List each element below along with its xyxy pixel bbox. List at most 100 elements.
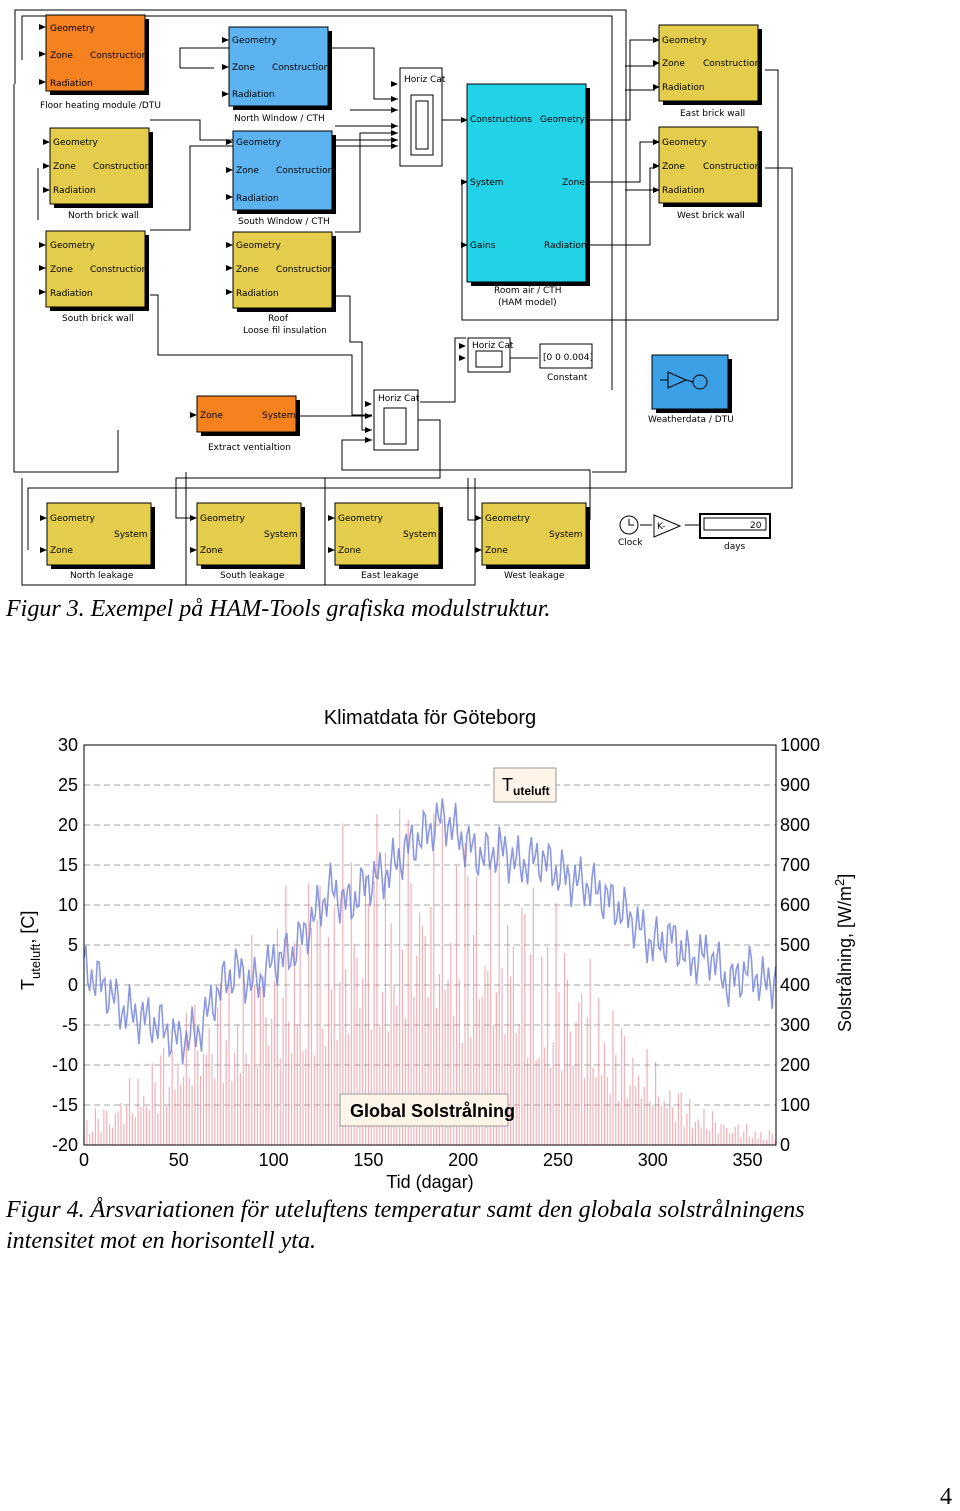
y-left-label-rest: , [C] [18,911,38,944]
y-left-tick-label: -10 [52,1055,78,1075]
south-leakage-body [196,502,302,566]
block-diagram: Geometry Zone Construction Radiation Flo… [0,0,795,590]
roof-sublabel: Loose fil insulation [243,326,327,336]
port-zone: Zone [50,265,73,275]
y-right-label-end: ] [835,874,855,879]
horiz-cat-block-2[interactable]: Horiz Cat [467,337,514,373]
x-tick-label: 250 [543,1150,573,1170]
x-tick-label: 100 [259,1150,289,1170]
north-window-body [228,26,329,107]
port-geometry: Geometry [236,138,282,148]
north-window-block[interactable]: Geometry Zone Construction Radiation Nor… [228,26,332,124]
legend-temp-sub: uteluft [513,784,550,798]
horiz-cat-label: Horiz Cat [404,75,446,85]
extract-body [196,395,297,433]
east-leakage-block[interactable]: Geometry System Zone East leakage [334,502,443,581]
port-zone: Zone [50,51,73,61]
y-left-tick-label: -20 [52,1135,78,1155]
weatherdata-block[interactable]: Weatherdata / DTU [648,354,734,425]
port-zone: Zone [236,166,259,176]
port-geometry: Geometry [50,241,96,251]
north-wall-body [49,127,150,205]
floor-heating-block[interactable]: Geometry Zone Construction Radiation Flo… [40,14,161,111]
y-right-axis-label: Solstrålning, [W/m2] [832,874,855,1032]
port-zone: Zone [338,546,361,556]
port-gains: Gains [470,241,496,251]
port-zone: Zone [232,63,255,73]
west-leakage-block[interactable]: Geometry System Zone West leakage [481,502,590,581]
west-wall-block[interactable]: Geometry Zone Construction Radiation Wes… [658,126,762,221]
y-left-tick-label: 10 [58,895,78,915]
svg-text:Tuteluft: Tuteluft [502,775,550,798]
port-zone: Zone [236,265,259,275]
horiz-cat-label: Horiz Cat [378,394,420,404]
port-construction: Construction [276,166,333,176]
page-number: 4 [940,1484,952,1510]
east-leakage-body [334,502,440,566]
port-geometry: Geometry [232,36,278,46]
port-system: System [470,178,504,188]
figure-3-caption: Figur 3. Exempel på HAM-Tools grafiska m… [6,596,551,622]
port-radiation: Radiation [53,186,96,196]
east-wall-body [658,24,759,102]
port-radiation: Radiation [662,83,705,93]
y-left-tick-label: -15 [52,1095,78,1115]
y-left-tick-label: 5 [68,935,78,955]
days-display-block[interactable]: 20 days [699,513,771,552]
y-right-label-main: Solstrålning, [W/m [835,886,855,1032]
north-leakage-body [46,502,152,566]
constant-label: Constant [547,373,588,383]
east-wall-block[interactable]: Geometry Zone Construction Radiation Eas… [658,24,762,119]
port-geometry: Geometry [50,514,96,524]
extract-label: Extract ventialtion [208,443,291,453]
left-axis-ticks: 30 25 20 15 10 5 0 -5 -10 -15 -20 [52,735,78,1155]
south-wall-block[interactable]: Geometry Zone Construction Radiation Sou… [45,230,149,324]
room-air-block[interactable]: Constructions Geometry System Zone Gains… [466,83,590,308]
constant-block[interactable]: [0 0 0.004] Constant [539,343,593,383]
extract-ventilation-block[interactable]: Zone System Extract ventialtion [196,395,300,453]
port-system: System [549,530,583,540]
gain-block[interactable]: K- [653,514,682,538]
port-construction: Construction [90,265,147,275]
grid-lines [84,784,776,1106]
y-right-tick-label: 100 [780,1095,810,1115]
port-radiation: Radiation [544,241,587,251]
horiz-cat-block-3[interactable]: Horiz Cat [373,389,420,451]
legend-solar-label: Global Solstrålning [350,1101,515,1121]
north-leakage-block[interactable]: Geometry System Zone North leakage [46,502,155,581]
figure-4-caption-line-2: intensitet mot en horisontell yta. [6,1228,316,1254]
port-geometry: Geometry [540,115,586,125]
x-axis-label: Tid (dagar) [386,1172,473,1192]
y-right-tick-label: 500 [780,935,810,955]
north-window-label: North Window / CTH [234,114,325,124]
y-right-tick-label: 600 [780,895,810,915]
east-wall-label: East brick wall [680,109,745,119]
horiz-cat-icon [475,350,503,368]
horiz-cat-block-1[interactable]: Horiz Cat [399,67,446,167]
y-right-tick-label: 1000 [780,735,820,755]
gain-value: K- [657,522,665,532]
legend-temp-main: T [502,775,513,795]
south-wall-label: South brick wall [62,314,134,324]
y-left-axis-label: Tuteluft, [C] [18,911,43,990]
roof-block[interactable]: Geometry Zone Construction Radiation Roo… [232,231,336,336]
south-window-block[interactable]: Geometry Zone Construction Radiation Sou… [232,130,336,227]
port-zone: Zone [50,546,73,556]
north-leakage-label: North leakage [70,571,134,581]
x-tick-label: 50 [169,1150,189,1170]
port-geometry: Geometry [485,514,531,524]
port-system: System [114,530,148,540]
legend-temperature: Tuteluft [493,767,557,803]
y-left-label-main: T [18,979,38,990]
wire-arrows [39,24,660,553]
clock-label: Clock [618,538,643,548]
south-leakage-block[interactable]: Geometry System Zone South leakage [196,502,305,581]
port-geometry: Geometry [662,36,708,46]
north-wall-block[interactable]: Geometry Zone Construction Radiation Nor… [49,127,153,221]
roof-label: Roof [268,314,289,324]
days-label: days [724,542,746,552]
port-geometry: Geometry [50,24,96,34]
y-right-label-sup: 2 [832,879,847,886]
clock-block[interactable]: Clock [618,515,643,548]
horiz-cat-label: Horiz Cat [472,341,514,351]
